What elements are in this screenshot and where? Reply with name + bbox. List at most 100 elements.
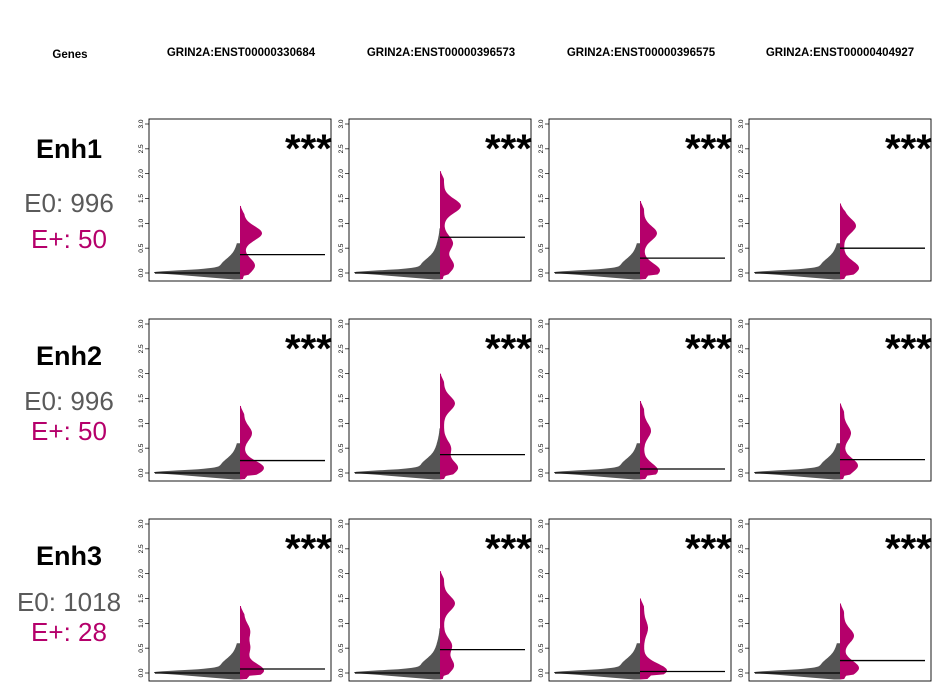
y-tick-label: 2.5	[738, 144, 745, 153]
y-tick-label: 1.5	[138, 394, 145, 403]
y-tick-label: 0.0	[738, 468, 745, 477]
violin-panel-r3-c1: 0.0 0.5 1.0 1.5 2.0 2.5 3.0 ***	[138, 518, 332, 682]
y-tick-label: 1.0	[738, 418, 745, 427]
transcript-header-2: GRIN2A:ENST00000396573	[367, 47, 515, 59]
y-tick-label: 0.5	[138, 643, 145, 652]
significance-stars: ***	[285, 527, 332, 571]
transcript-header-4: GRIN2A:ENST00000404927	[766, 47, 914, 59]
y-tick-label: 2.5	[738, 544, 745, 553]
e0-violin-half	[754, 243, 840, 280]
row-eplus-count-2: E+: 50	[31, 416, 107, 446]
y-tick-label: 1.0	[338, 418, 345, 427]
y-tick-label: 1.0	[338, 218, 345, 227]
y-tick-label: 1.5	[338, 394, 345, 403]
significance-stars: ***	[885, 327, 932, 371]
y-tick-label: 2.5	[138, 344, 145, 353]
eplus-violin-half	[240, 405, 264, 480]
transcript-header-3: GRIN2A:ENST00000396575	[567, 47, 716, 59]
panels-layer: 0.0 0.5 1.0 1.5 2.0 2.5 3.0 *** 0.0 0.5 1.0 1.5 2.0 2…	[138, 118, 932, 682]
y-tick-label: 3.0	[538, 519, 545, 528]
y-tick-label: 2.0	[338, 169, 345, 178]
significance-stars: ***	[485, 127, 532, 171]
y-tick-label: 2.5	[138, 544, 145, 553]
significance-stars: ***	[685, 127, 732, 171]
row-label-enh1: Enh1	[36, 134, 102, 164]
significance-stars: ***	[485, 527, 532, 571]
y-tick-label: 1.5	[738, 394, 745, 403]
e0-violin-half	[554, 243, 640, 280]
y-tick-label: 1.0	[738, 618, 745, 627]
y-tick-label: 3.0	[738, 119, 745, 128]
y-tick-label: 1.0	[538, 618, 545, 627]
y-tick-label: 1.5	[738, 594, 745, 603]
y-tick-label: 0.0	[338, 468, 345, 477]
y-tick-label: 2.0	[538, 169, 545, 178]
violin-panel-r2-c3: 0.0 0.5 1.0 1.5 2.0 2.5 3.0 ***	[538, 318, 732, 482]
eplus-violin-half	[640, 400, 658, 480]
panel-frame	[348, 518, 532, 682]
e0-violin-half	[354, 628, 440, 680]
panel-frame	[148, 318, 332, 482]
y-tick-label: 0.0	[338, 268, 345, 277]
y-tick-label: 1.0	[538, 418, 545, 427]
y-tick-label: 3.0	[338, 519, 345, 528]
e0-violin-half	[154, 243, 240, 280]
row-e0-count-3: E0: 1018	[17, 587, 121, 617]
significance-stars: ***	[485, 327, 532, 371]
row-label-enh2: Enh2	[36, 341, 102, 371]
y-tick-label: 3.0	[338, 119, 345, 128]
y-tick-label: 1.5	[138, 594, 145, 603]
row-eplus-count-1: E+: 50	[31, 224, 107, 254]
y-tick-label: 2.5	[738, 344, 745, 353]
y-tick-label: 0.0	[138, 668, 145, 677]
e0-violin-half	[154, 443, 240, 480]
violin-panel-r1-c1: 0.0 0.5 1.0 1.5 2.0 2.5 3.0 ***	[138, 118, 332, 282]
y-tick-label: 3.0	[538, 319, 545, 328]
violin-panel-r3-c4: 0.0 0.5 1.0 1.5 2.0 2.5 3.0 ***	[738, 518, 932, 682]
y-tick-label: 1.0	[338, 618, 345, 627]
y-tick-label: 1.0	[138, 418, 145, 427]
y-tick-label: 2.5	[538, 344, 545, 353]
y-tick-label: 1.0	[138, 218, 145, 227]
e0-violin-half	[354, 428, 440, 480]
eplus-violin-half	[640, 200, 660, 280]
eplus-violin-half	[440, 571, 455, 680]
violin-panel-r1-c4: 0.0 0.5 1.0 1.5 2.0 2.5 3.0 ***	[738, 118, 932, 282]
y-tick-label: 3.0	[738, 319, 745, 328]
y-tick-label: 0.5	[538, 243, 545, 252]
e0-violin-half	[554, 643, 640, 680]
y-tick-label: 1.5	[538, 594, 545, 603]
y-tick-label: 2.0	[738, 369, 745, 378]
y-tick-label: 0.0	[738, 668, 745, 677]
transcript-header-1: GRIN2A:ENST00000330684	[167, 47, 316, 59]
y-tick-label: 1.5	[538, 394, 545, 403]
eplus-violin-half	[840, 203, 859, 280]
y-tick-label: 2.0	[138, 169, 145, 178]
y-tick-label: 3.0	[138, 319, 145, 328]
e0-violin-half	[754, 643, 840, 680]
panel-frame	[748, 118, 932, 282]
panel-frame	[348, 118, 532, 282]
y-tick-label: 2.0	[538, 569, 545, 578]
eplus-violin-half	[640, 598, 667, 680]
y-tick-label: 2.5	[538, 544, 545, 553]
eplus-violin-half	[840, 403, 858, 480]
y-tick-label: 0.0	[538, 468, 545, 477]
y-tick-label: 0.0	[538, 268, 545, 277]
y-tick-label: 1.5	[338, 194, 345, 203]
violin-panel-r3-c3: 0.0 0.5 1.0 1.5 2.0 2.5 3.0 ***	[538, 518, 732, 682]
panel-frame	[148, 118, 332, 282]
y-tick-label: 2.0	[338, 569, 345, 578]
significance-stars: ***	[885, 127, 932, 171]
violin-panel-r1-c3: 0.0 0.5 1.0 1.5 2.0 2.5 3.0 ***	[538, 118, 732, 282]
y-tick-label: 1.5	[138, 194, 145, 203]
y-tick-label: 0.0	[338, 668, 345, 677]
y-tick-label: 0.5	[538, 443, 545, 452]
y-tick-label: 2.0	[538, 369, 545, 378]
panel-frame	[548, 518, 732, 682]
y-tick-label: 0.5	[338, 243, 345, 252]
y-tick-label: 2.5	[338, 344, 345, 353]
y-tick-label: 0.0	[738, 268, 745, 277]
y-tick-label: 2.5	[338, 144, 345, 153]
